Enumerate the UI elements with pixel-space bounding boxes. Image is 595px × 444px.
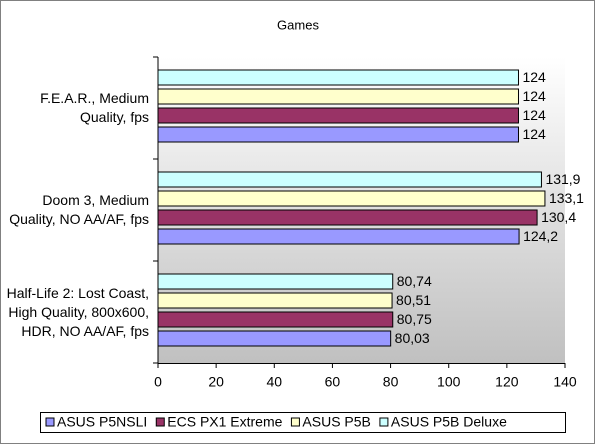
legend-swatch (155, 417, 165, 427)
x-tick-label: 0 (154, 374, 162, 390)
value-label: 124 (522, 126, 546, 142)
value-label: 124 (522, 88, 546, 104)
value-label: 124,2 (523, 228, 558, 244)
legend-swatch (45, 417, 55, 427)
bar (157, 171, 542, 188)
legend-label: ASUS P5B Deluxe (391, 414, 507, 430)
category-label: Half-Life 2: Lost Coast, High Quality, 8… (6, 284, 149, 339)
bar (157, 292, 393, 309)
value-label: 80,75 (397, 311, 432, 327)
x-tick-label: 100 (437, 374, 461, 390)
bar (157, 107, 519, 124)
legend-swatch (379, 417, 389, 427)
bar (157, 273, 394, 290)
value-label: 80,74 (397, 273, 432, 289)
category-label: F.E.A.R., Medium Quality, fps (40, 90, 149, 125)
value-label: 124 (522, 107, 546, 123)
x-tick-label: 20 (208, 374, 224, 390)
legend-label: ECS PX1 Extreme (167, 414, 282, 430)
bar (157, 88, 519, 105)
legend-label: ASUS P5NSLI (57, 414, 147, 430)
bar (157, 209, 538, 226)
legend-label: ASUS P5B (302, 414, 370, 430)
legend-box (40, 412, 566, 433)
bar (157, 126, 519, 143)
x-tick-label: 140 (553, 374, 577, 390)
chart-title: Games (277, 17, 319, 32)
x-tick-label: 80 (383, 374, 399, 390)
bar (157, 330, 392, 347)
legend-swatch (290, 417, 300, 427)
value-label: 124 (522, 69, 546, 85)
value-label: 130,4 (541, 209, 576, 225)
category-label: Doom 3, Medium Quality, NO AA/AF, fps (9, 192, 149, 227)
x-tick-label: 120 (495, 374, 519, 390)
x-tick-label: 60 (325, 374, 341, 390)
bar (157, 228, 520, 245)
value-label: 80,51 (396, 292, 431, 308)
value-label: 131,9 (545, 171, 580, 187)
value-label: 80,03 (395, 330, 430, 346)
value-label: 133,1 (549, 190, 584, 206)
bar (157, 311, 394, 328)
bar (157, 190, 546, 207)
x-tick-label: 40 (266, 374, 282, 390)
bar (157, 69, 519, 86)
